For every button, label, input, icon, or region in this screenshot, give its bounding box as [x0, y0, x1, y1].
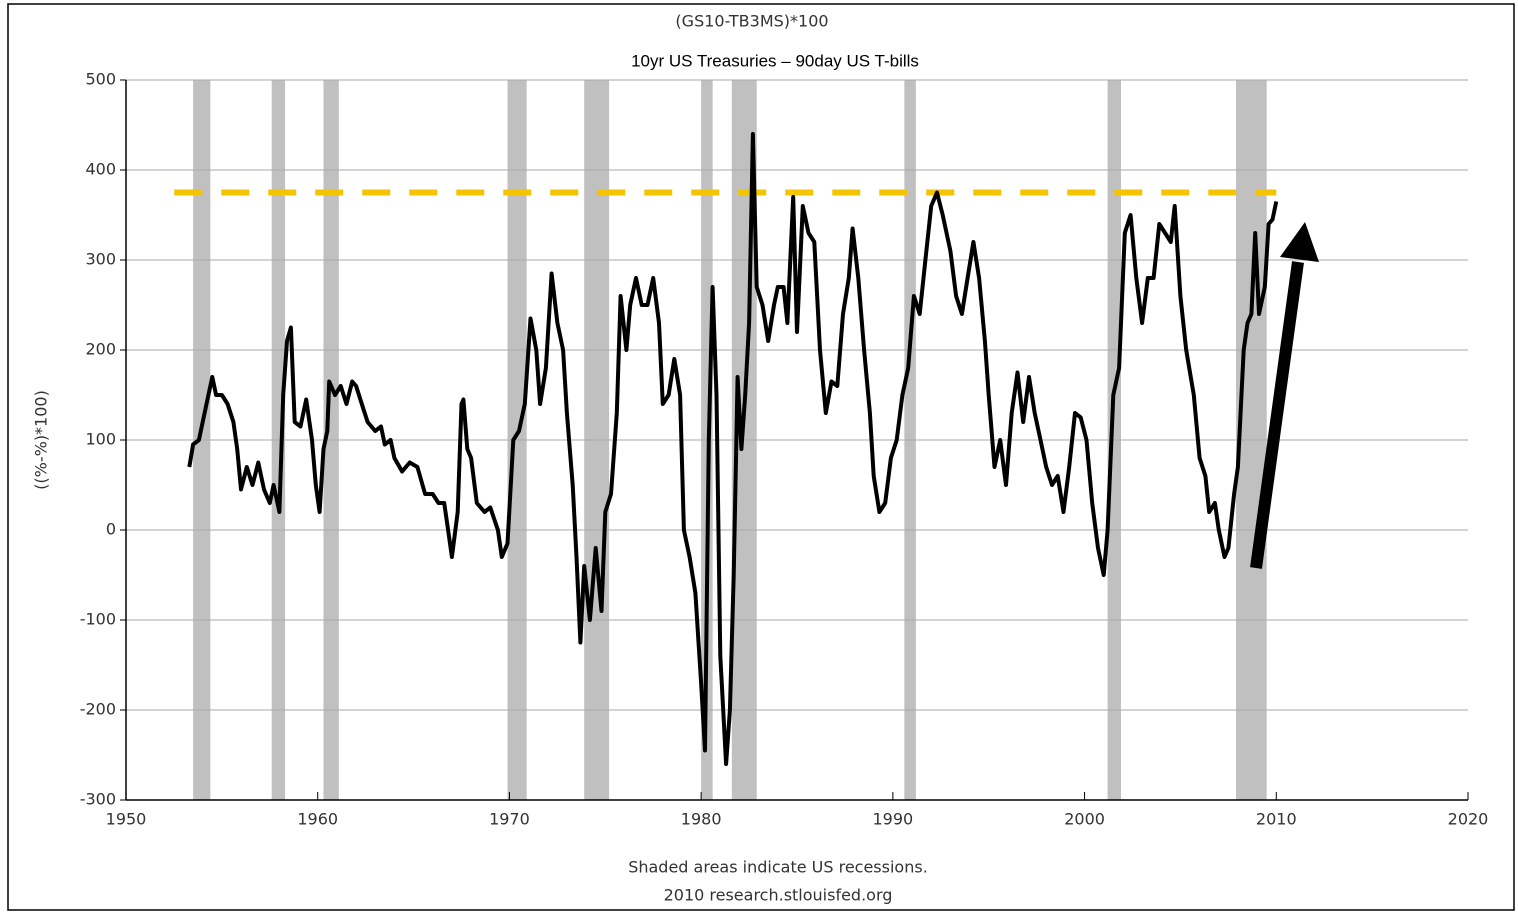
y-axis-label: ((%-%)*100) — [32, 390, 51, 490]
arrow-shaft — [1250, 261, 1304, 569]
y-tick-label: 0 — [106, 520, 116, 539]
x-tick-label: 2010 — [1256, 810, 1297, 829]
footnote: Shaded areas indicate US recessions. — [628, 858, 928, 877]
y-tick-label: 400 — [85, 160, 116, 179]
data-line — [187, 132, 1279, 766]
x-tick-label: 2000 — [1064, 810, 1105, 829]
y-tick-label: -200 — [80, 700, 116, 719]
footnote: 2010 research.stlouisfed.org — [664, 886, 893, 905]
chart-title: (GS10-TB3MS)*100 — [675, 12, 828, 31]
frame — [7, 3, 1515, 911]
y-tick-label: 200 — [85, 340, 116, 359]
x-tick-label: 1960 — [297, 810, 338, 829]
y-tick-label: -100 — [80, 610, 116, 629]
chart-subtitle: 10yr US Treasuries – 90day US T-bills — [631, 51, 919, 70]
x-tick-label: 2020 — [1448, 810, 1489, 829]
y-tick-label: 300 — [85, 250, 116, 269]
x-tick-label: 1950 — [106, 810, 147, 829]
y-tick-label: -300 — [80, 790, 116, 809]
y-tick-label: 100 — [85, 430, 116, 449]
x-tick-label: 1970 — [489, 810, 530, 829]
arrow-head — [1280, 222, 1319, 262]
y-tick-label: 500 — [85, 70, 116, 89]
x-tick-label: 1980 — [681, 810, 722, 829]
x-tick-label: 1990 — [872, 810, 913, 829]
